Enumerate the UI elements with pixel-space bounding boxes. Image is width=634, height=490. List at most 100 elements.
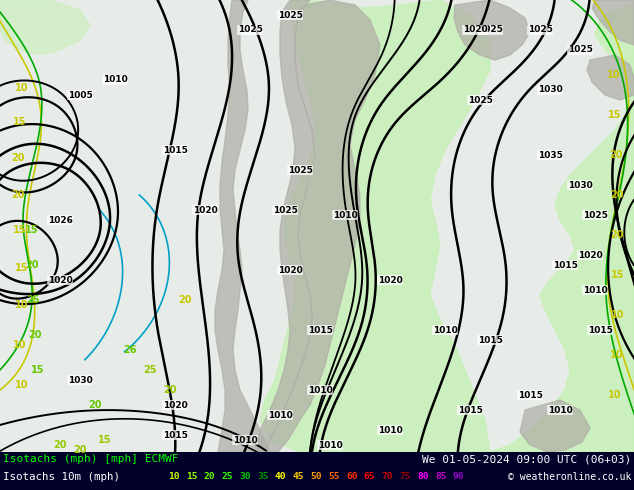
Text: 1020: 1020: [463, 25, 488, 34]
Text: We 01-05-2024 09:00 UTC (06+03): We 01-05-2024 09:00 UTC (06+03): [422, 454, 631, 464]
Text: 15: 15: [608, 110, 622, 120]
Text: 1010: 1010: [548, 406, 573, 415]
Text: 20: 20: [609, 150, 623, 160]
Text: 20: 20: [88, 400, 101, 410]
Text: 1030: 1030: [567, 180, 592, 190]
Text: 1025: 1025: [238, 25, 262, 34]
Text: 10: 10: [611, 310, 624, 320]
Text: 15: 15: [611, 270, 624, 280]
Text: 10: 10: [168, 472, 179, 481]
Text: 90: 90: [453, 472, 464, 481]
Text: 1015: 1015: [162, 431, 188, 440]
Text: 20: 20: [611, 190, 624, 200]
Text: 15: 15: [15, 263, 29, 273]
Text: 10: 10: [608, 390, 622, 400]
Text: 1030: 1030: [68, 375, 93, 385]
Polygon shape: [490, 5, 634, 452]
Text: 15: 15: [13, 225, 27, 235]
Text: 10: 10: [607, 70, 621, 80]
Text: 1025: 1025: [527, 25, 552, 34]
Text: 1015: 1015: [307, 325, 332, 335]
Polygon shape: [215, 0, 270, 452]
Text: 20: 20: [611, 230, 624, 240]
Text: 1010: 1010: [307, 386, 332, 394]
Text: 1025: 1025: [567, 46, 592, 54]
Text: 1025: 1025: [273, 205, 297, 215]
Text: © weatheronline.co.uk: © weatheronline.co.uk: [508, 472, 631, 482]
Text: 65: 65: [364, 472, 375, 481]
Text: 1015: 1015: [458, 406, 482, 415]
Polygon shape: [587, 55, 634, 100]
Text: 20: 20: [11, 190, 25, 200]
Text: 25: 25: [143, 365, 157, 375]
Text: 45: 45: [293, 472, 304, 481]
Text: 50: 50: [311, 472, 322, 481]
Text: 1020: 1020: [48, 275, 72, 285]
Text: 10: 10: [13, 340, 27, 350]
Text: 20: 20: [11, 153, 25, 163]
Text: 80: 80: [417, 472, 429, 481]
Text: 1015: 1015: [553, 261, 578, 270]
Text: 20: 20: [25, 260, 39, 270]
Text: 1025: 1025: [467, 96, 493, 104]
Text: 25: 25: [221, 472, 233, 481]
Text: 1020: 1020: [193, 205, 217, 215]
Text: 1010: 1010: [333, 211, 358, 220]
Text: 15: 15: [13, 117, 27, 127]
Text: 1020: 1020: [278, 266, 302, 274]
Text: 20: 20: [204, 472, 215, 481]
Text: 1005: 1005: [68, 91, 93, 99]
Text: 1025: 1025: [477, 25, 502, 34]
Text: 15: 15: [186, 472, 197, 481]
Text: 1010: 1010: [432, 325, 457, 335]
Text: 1010: 1010: [233, 436, 257, 444]
Polygon shape: [0, 0, 90, 55]
Text: 20: 20: [74, 445, 87, 455]
Text: 1010: 1010: [268, 411, 292, 419]
Text: 55: 55: [328, 472, 340, 481]
Text: 75: 75: [399, 472, 411, 481]
Polygon shape: [260, 0, 490, 452]
Polygon shape: [520, 400, 590, 452]
Text: 1010: 1010: [378, 425, 403, 435]
Text: 10: 10: [15, 83, 29, 93]
Text: 1020: 1020: [578, 250, 602, 260]
Text: 10: 10: [611, 350, 624, 360]
Text: 20: 20: [178, 295, 191, 305]
Text: 1010: 1010: [318, 441, 342, 449]
Text: 26: 26: [123, 345, 137, 355]
Text: 15: 15: [25, 225, 39, 235]
Text: 1030: 1030: [538, 85, 562, 95]
Text: 10: 10: [15, 380, 29, 390]
Text: 20: 20: [163, 385, 177, 395]
Text: Isotachs 10m (mph): Isotachs 10m (mph): [3, 472, 120, 482]
Text: 20: 20: [53, 440, 67, 450]
Text: 60: 60: [346, 472, 358, 481]
Text: 1020: 1020: [378, 275, 403, 285]
Text: 85: 85: [435, 472, 446, 481]
Text: 1025: 1025: [278, 10, 302, 20]
Text: 70: 70: [382, 472, 393, 481]
Text: 15: 15: [31, 365, 45, 375]
Text: 20: 20: [29, 330, 42, 340]
Text: 35: 35: [257, 472, 269, 481]
Text: 1025: 1025: [583, 211, 607, 220]
Text: 1015: 1015: [477, 336, 502, 344]
Text: 1010: 1010: [103, 75, 127, 84]
Text: 1026: 1026: [48, 216, 72, 224]
Text: 1015: 1015: [588, 325, 612, 335]
Text: 1025: 1025: [288, 166, 313, 174]
Text: 30: 30: [239, 472, 250, 481]
Polygon shape: [592, 0, 634, 45]
Polygon shape: [265, 0, 380, 452]
Text: 1015: 1015: [162, 146, 188, 154]
Text: 10: 10: [15, 300, 29, 310]
Text: 1035: 1035: [538, 150, 562, 160]
Text: 15: 15: [98, 435, 112, 445]
Text: 1010: 1010: [583, 286, 607, 294]
Text: 1015: 1015: [517, 391, 543, 399]
Polygon shape: [454, 0, 530, 60]
Text: Isotachs (mph) [mph] ECMWF: Isotachs (mph) [mph] ECMWF: [3, 454, 179, 464]
Text: 1020: 1020: [163, 400, 188, 410]
Text: 40: 40: [275, 472, 287, 481]
